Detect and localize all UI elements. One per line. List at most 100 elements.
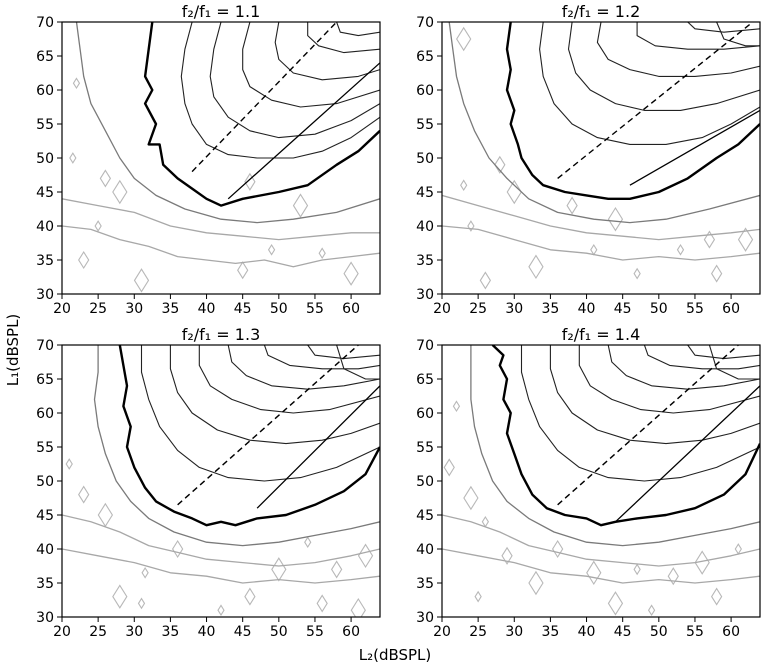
- noise-contour: [703, 230, 716, 249]
- solid-reference-line: [227, 62, 380, 200]
- solid-reference-line: [629, 109, 760, 186]
- noise-contour: [481, 515, 490, 528]
- noise-contour: [304, 536, 312, 549]
- x-tick-label: 60: [722, 301, 740, 317]
- outer-contour: [62, 198, 380, 241]
- x-tick-label: 55: [306, 624, 324, 640]
- noise-contour: [244, 587, 256, 606]
- inner-contour: [549, 345, 760, 445]
- noise-contour: [566, 196, 578, 215]
- outer-contour: [442, 548, 760, 584]
- inner-contour: [336, 345, 380, 380]
- noise-contour: [99, 169, 112, 188]
- x-tick-label: 60: [722, 624, 740, 640]
- noise-contour: [78, 250, 90, 270]
- x-tick-label: 45: [234, 301, 252, 317]
- plot-frame: [441, 344, 761, 618]
- y-tick-label: 30: [416, 287, 434, 303]
- noise-contour: [647, 604, 656, 617]
- inner-contour: [636, 22, 760, 50]
- inner-contour: [687, 22, 760, 33]
- y-tick-label: 70: [416, 15, 434, 31]
- noise-contour: [316, 594, 328, 613]
- y-tick-label: 35: [416, 576, 434, 592]
- noise-contour: [607, 206, 624, 232]
- noise-contour: [78, 485, 90, 504]
- outer-contour: [470, 345, 760, 547]
- inner-contour: [209, 22, 380, 139]
- y-tick-label: 50: [416, 474, 434, 490]
- inner-contour: [643, 345, 760, 370]
- noise-contour: [112, 179, 128, 205]
- y-tick-label: 30: [416, 610, 434, 626]
- x-tick-label: 60: [342, 301, 360, 317]
- noise-contour: [528, 254, 544, 280]
- noise-contour: [137, 597, 146, 610]
- inner-contour: [307, 22, 380, 54]
- solid-reference-line: [256, 385, 380, 509]
- noise-contour: [141, 566, 149, 579]
- panel-title: f₂/f₁ = 1.4: [562, 325, 641, 344]
- x-tick-label: 40: [578, 624, 596, 640]
- y-tick-label: 40: [36, 542, 54, 558]
- outer-contour: [448, 22, 760, 224]
- threshold-contour: [491, 345, 760, 527]
- noise-contour: [590, 243, 598, 256]
- noise-contour: [710, 587, 723, 606]
- inner-contour: [539, 22, 760, 145]
- outer-contour: [62, 225, 380, 268]
- x-tick-label: 30: [125, 624, 143, 640]
- y-tick-label: 40: [416, 219, 434, 235]
- y-tick-label: 45: [416, 508, 434, 524]
- y-tick-label: 40: [36, 219, 54, 235]
- plot-area: [62, 345, 380, 617]
- y-tick-label: 65: [36, 49, 54, 65]
- inner-contour: [180, 22, 380, 159]
- x-tick-label: 20: [53, 301, 71, 317]
- outer-contour: [442, 514, 760, 567]
- noise-contour: [479, 271, 492, 290]
- y-tick-label: 50: [416, 151, 434, 167]
- noise-contour: [94, 220, 102, 232]
- noise-contour: [217, 604, 225, 617]
- dashed-reference-line: [557, 22, 754, 179]
- noise-contour: [292, 193, 309, 218]
- outer-contour: [75, 22, 380, 224]
- panel-2: 20 25 30 35 40 45 50 55 60 30 35 40 45 50 55 60 65 70 f₂/f…: [416, 2, 761, 317]
- y-tick-label: 35: [36, 253, 54, 269]
- x-tick-label: 55: [686, 624, 704, 640]
- inner-contour: [520, 345, 760, 482]
- x-tick-label: 55: [686, 301, 704, 317]
- y-tick-label: 60: [36, 406, 54, 422]
- x-tick-label: 35: [541, 301, 559, 317]
- noise-contour: [244, 172, 256, 191]
- panel-title: f₂/f₁ = 1.2: [562, 2, 641, 21]
- noise-contour: [463, 485, 479, 511]
- noise-contour: [343, 261, 359, 286]
- x-tick-label: 35: [541, 624, 559, 640]
- y-tick-label: 60: [36, 83, 54, 99]
- y-tick-label: 70: [36, 15, 54, 31]
- y-tick-label: 65: [416, 49, 434, 65]
- x-tick-label: 20: [433, 624, 451, 640]
- outer-contour: [62, 514, 380, 567]
- y-tick-label: 30: [36, 610, 54, 626]
- x-tick-label: 40: [578, 301, 596, 317]
- y-tick-label: 55: [416, 117, 434, 133]
- inner-contour: [687, 345, 760, 360]
- x-tick-label: 60: [342, 624, 360, 640]
- x-tick-label: 55: [306, 301, 324, 317]
- panel-title: f₂/f₁ = 1.1: [182, 2, 261, 21]
- dashed-reference-line: [177, 345, 359, 506]
- noise-contour: [737, 227, 754, 252]
- inner-contour: [274, 22, 380, 81]
- inner-contour: [336, 22, 380, 37]
- noise-contour: [357, 543, 374, 569]
- plot-area: [442, 345, 760, 617]
- outer-contour: [62, 548, 380, 584]
- noise-contour: [528, 570, 544, 596]
- x-tick-label: 40: [198, 301, 216, 317]
- x-tick-label: 25: [89, 301, 107, 317]
- plot-area: [442, 22, 760, 290]
- inner-contour: [708, 345, 760, 380]
